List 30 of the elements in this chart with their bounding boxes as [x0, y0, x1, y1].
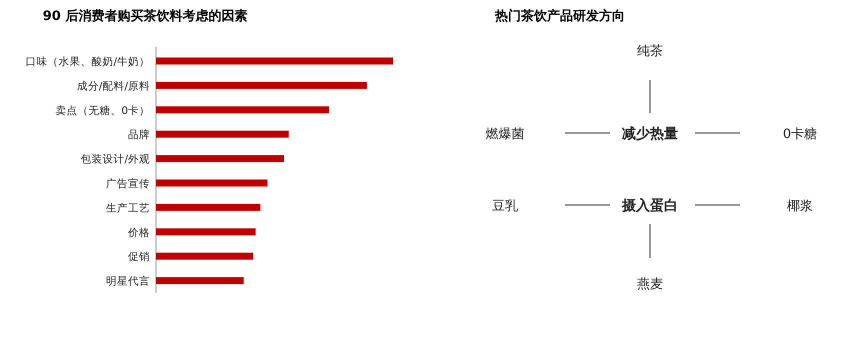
- bar: [156, 204, 260, 211]
- y-tick-label: 口味（水果、酸奶/牛奶）: [25, 55, 150, 68]
- bar: [156, 106, 330, 114]
- bar: [156, 252, 254, 260]
- y-tick-label: 明星代言: [106, 274, 150, 288]
- bar: [156, 228, 256, 236]
- bar: [156, 130, 289, 138]
- y-tick-label: 品牌: [128, 129, 150, 142]
- y-tick-label: 广告宣传: [106, 177, 150, 190]
- y-tick-label: 卖点（无糖、0卡）: [55, 104, 150, 117]
- chart-title: 90 后消费者购买茶饮料考虑的因素: [42, 8, 248, 24]
- text: 豆乳: [492, 199, 518, 214]
- y-tick-label: 价格: [127, 226, 150, 239]
- y-tick-label: 生产工艺: [106, 201, 150, 214]
- bar: [156, 180, 268, 186]
- text: 燃爆菌: [486, 127, 524, 142]
- y-tick-label: 包装设计/外观: [80, 152, 150, 166]
- text: 椰浆: [787, 199, 813, 214]
- y-tick-label: 促销: [128, 251, 150, 264]
- bar: [156, 82, 367, 89]
- text: 纯茶: [637, 44, 663, 59]
- y-tick-label: 成分/配料/原料: [76, 79, 150, 92]
- text: 0卡糖: [782, 127, 818, 142]
- text: 热门茶饮产品研发方向: [494, 8, 625, 24]
- bar: [156, 155, 284, 162]
- bar: [156, 277, 244, 284]
- text: 燕麦: [637, 277, 663, 292]
- bar: [156, 58, 393, 64]
- text: 摄入蛋白: [621, 198, 678, 214]
- text: 减少热量: [622, 126, 678, 142]
